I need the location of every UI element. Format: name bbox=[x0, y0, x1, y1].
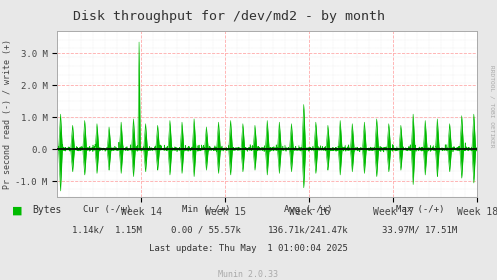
Text: Bytes: Bytes bbox=[32, 205, 62, 215]
Text: RRDTOOL / TOBI OETIKER: RRDTOOL / TOBI OETIKER bbox=[490, 65, 495, 148]
Text: Cur (-/+): Cur (-/+) bbox=[83, 205, 131, 214]
Y-axis label: Pr second read (-) / write (+): Pr second read (-) / write (+) bbox=[3, 39, 12, 189]
Text: Max (-/+): Max (-/+) bbox=[396, 205, 444, 214]
Text: 136.71k/241.47k: 136.71k/241.47k bbox=[268, 225, 348, 234]
Text: Avg (-/+): Avg (-/+) bbox=[284, 205, 332, 214]
Text: 0.00 / 55.57k: 0.00 / 55.57k bbox=[171, 225, 241, 234]
Text: Last update: Thu May  1 01:00:04 2025: Last update: Thu May 1 01:00:04 2025 bbox=[149, 244, 348, 253]
Text: ■: ■ bbox=[12, 206, 23, 216]
Text: 33.97M/ 17.51M: 33.97M/ 17.51M bbox=[382, 225, 458, 234]
Text: Munin 2.0.33: Munin 2.0.33 bbox=[219, 270, 278, 279]
Text: 1.14k/  1.15M: 1.14k/ 1.15M bbox=[72, 225, 142, 234]
Text: Min (-/+): Min (-/+) bbox=[182, 205, 231, 214]
Text: Disk throughput for /dev/md2 - by month: Disk throughput for /dev/md2 - by month bbox=[73, 10, 385, 23]
